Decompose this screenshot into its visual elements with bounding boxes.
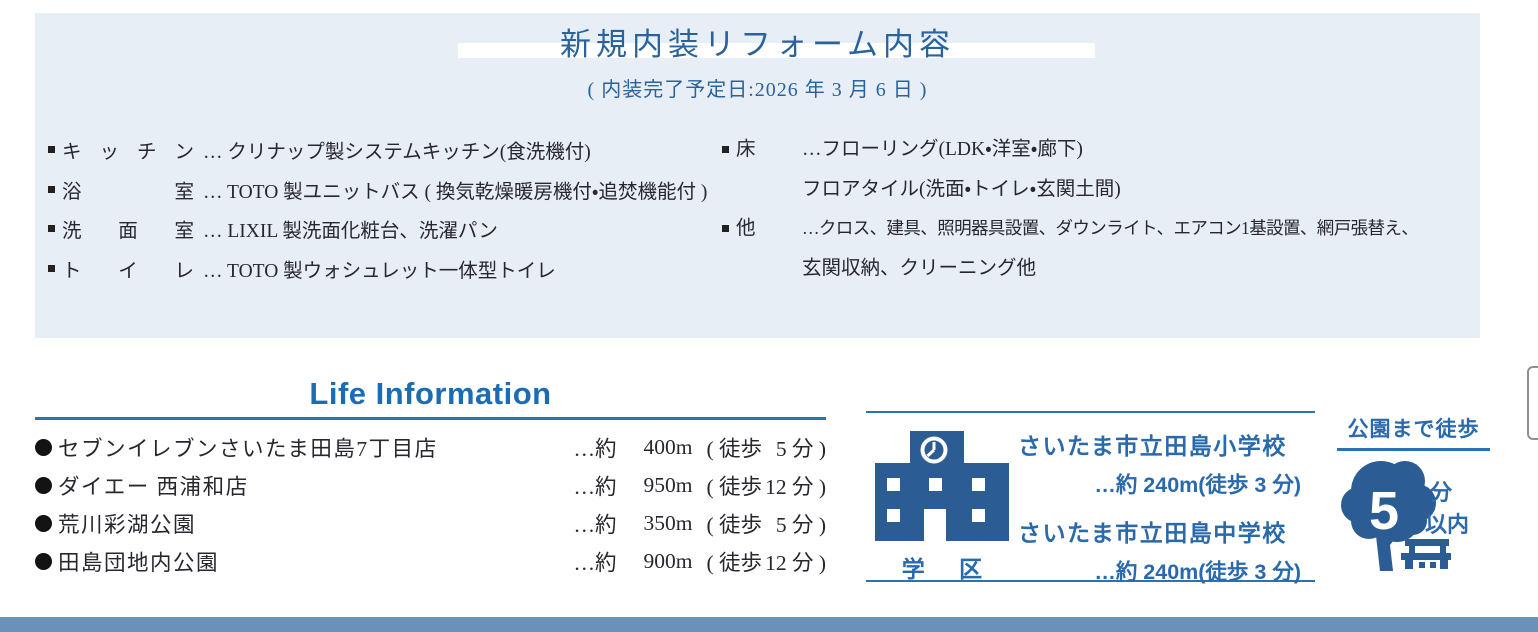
renovation-subtitle: ( 内装完了予定日:2026 年 3 月 6 日 ): [587, 79, 928, 101]
place-name: ダイエー 西浦和店: [58, 474, 249, 499]
school-distance: …約 240m(徒歩 3 分): [1094, 560, 1301, 584]
school-icon: [875, 431, 1009, 541]
bottom-accent-bar: [0, 617, 1538, 632]
school-district-icon-block: 学 区: [866, 413, 1018, 582]
life-information-title: Life Information: [35, 375, 826, 420]
walk-minutes: 12 分 ): [765, 474, 826, 499]
school-name: さいたま市立田島小学校: [1018, 433, 1287, 459]
square-bullet-icon: [722, 146, 729, 153]
circle-bullet-icon: [35, 552, 52, 570]
school-entry: さいたま市立田島小学校 …約 240m(徒歩 3 分): [1018, 427, 1315, 499]
life-information-section: Life Information セブンイレブンさいたま田島7丁目店 …約 40…: [35, 375, 826, 580]
walk-label: ( 徒歩: [706, 550, 762, 575]
renovation-item-desc-line: フロアタイル(洗面・トイレ・玄関土間): [802, 178, 1121, 200]
walk-label: ( 徒歩: [706, 512, 762, 537]
distance-value: 350m: [643, 510, 693, 535]
distance-approx-label: …約: [573, 512, 617, 537]
school-district-section: 学 区 さいたま市立田島小学校 …約 240m(徒歩 3 分) さいたま市立田島…: [866, 411, 1315, 584]
walk-minutes: 5 分 ): [775, 512, 826, 537]
distance-value: 950m: [643, 472, 693, 497]
life-information-item: 田島団地内公園 …約 900m ( 徒歩 12 分 ): [35, 542, 826, 580]
walk-label: ( 徒歩: [706, 436, 762, 461]
circle-bullet-icon: [35, 476, 52, 494]
renovation-item-label: 床: [736, 139, 756, 160]
place-name: セブンイレブンさいたま田島7丁目店: [58, 436, 438, 461]
renovation-item-desc: … TOTO 製ユニットバス ( 換気乾燥暖房機付・追焚機能付 ): [203, 181, 708, 203]
distance-value: 900m: [643, 548, 693, 573]
school-list: さいたま市立田島小学校 …約 240m(徒歩 3 分) さいたま市立田島中学校 …: [1018, 413, 1315, 584]
renovation-title: 新規内装リフォーム内容: [559, 27, 956, 62]
life-information-list: セブンイレブンさいたま田島7丁目店 …約 400m ( 徒歩 5 分 ) ダイエ…: [35, 428, 826, 580]
park-walk-visual: 5 分 以内: [1337, 451, 1490, 581]
walk-minutes: 12 分 ): [765, 550, 826, 575]
renovation-item-desc: … LIXIL 製洗面化粧台、洗濯パン: [203, 221, 498, 243]
cropped-box-right-edge: [1527, 366, 1538, 440]
place-name: 田島団地内公園: [58, 550, 220, 575]
renovation-item-other: 他 …クロス、建具、照明器具設置、ダウンライト、エアコン1基設置、網戸張替え、 …: [722, 209, 1497, 288]
park-walk-header: 公園まで徒歩: [1337, 413, 1490, 451]
square-bullet-icon: [722, 225, 729, 232]
renovation-item-label: 浴室: [62, 181, 194, 203]
renovation-item-label: キッチン: [62, 142, 194, 164]
renovation-list-right: 床 …フローリング(LDK・洋室・廊下) フロアタイル(洗面・トイレ・玄関土間)…: [722, 130, 1497, 288]
circle-bullet-icon: [35, 438, 52, 456]
renovation-item-floor: 床 …フローリング(LDK・洋室・廊下) フロアタイル(洗面・トイレ・玄関土間): [722, 130, 1497, 209]
renovation-item-label: 他: [736, 218, 756, 239]
life-information-item: セブンイレブンさいたま田島7丁目店 …約 400m ( 徒歩 5 分 ): [35, 428, 826, 466]
renovation-item-label: トイレ: [62, 260, 194, 282]
renovation-item: 洗面室 … LIXIL 製洗面化粧台、洗濯パン: [48, 209, 738, 249]
life-information-item: 荒川彩湖公園 …約 350m ( 徒歩 5 分 ): [35, 504, 826, 542]
renovation-list-left: キッチン … クリナップ製システムキッチン(食洗機付) 浴室 … TOTO 製ユ…: [48, 130, 738, 288]
title-highlight-band: [458, 43, 1095, 58]
renovation-item-desc: … クリナップ製システムキッチン(食洗機付): [203, 142, 591, 164]
school-distance: …約 240m(徒歩 3 分): [1094, 473, 1301, 497]
distance-approx-label: …約: [573, 436, 617, 461]
renovation-item: キッチン … クリナップ製システムキッチン(食洗機付): [48, 130, 738, 170]
park-within-label: 以内: [1425, 512, 1470, 537]
park-minutes-unit: 分: [1430, 480, 1453, 505]
square-bullet-icon: [48, 225, 55, 233]
distance-value: 400m: [643, 434, 693, 459]
renovation-section: 新規内装リフォーム内容 ( 内装完了予定日:2026 年 3 月 6 日 ) キ…: [35, 13, 1480, 338]
school-entry: さいたま市立田島中学校 …約 240m(徒歩 3 分): [1018, 514, 1315, 586]
park-icon: 5: [1341, 461, 1451, 571]
renovation-item-label: 洗面室: [62, 221, 194, 243]
renovation-item-desc-line: …クロス、建具、照明器具設置、ダウンライト、エアコン1基設置、網戸張替え、: [802, 218, 1419, 238]
renovation-item-desc: … TOTO 製ウォシュレット一体型トイレ: [203, 260, 556, 282]
life-information-item: ダイエー 西浦和店 …約 950m ( 徒歩 12 分 ): [35, 466, 826, 504]
park-walk-section: 公園まで徒歩 5: [1337, 413, 1490, 581]
school-district-label: 学 区: [901, 556, 997, 582]
tree-icon: [1341, 461, 1436, 571]
circle-bullet-icon: [35, 514, 52, 532]
school-name: さいたま市立田島中学校: [1018, 520, 1287, 546]
bench-icon: [1401, 539, 1451, 569]
walk-label: ( 徒歩: [706, 474, 762, 499]
park-minutes: 5: [1369, 481, 1399, 541]
renovation-item-desc-line: …フローリング(LDK・洋室・廊下): [802, 139, 1083, 160]
renovation-item: トイレ … TOTO 製ウォシュレット一体型トイレ: [48, 249, 738, 289]
walk-minutes: 5 分 ): [775, 436, 826, 461]
square-bullet-icon: [48, 185, 55, 193]
place-name: 荒川彩湖公園: [58, 512, 197, 537]
distance-approx-label: …約: [573, 550, 617, 575]
square-bullet-icon: [48, 146, 55, 154]
distance-approx-label: …約: [573, 474, 617, 499]
square-bullet-icon: [48, 264, 55, 272]
renovation-item-desc-line: 玄関収納、クリーニング他: [802, 257, 1037, 279]
renovation-item: 浴室 … TOTO 製ユニットバス ( 換気乾燥暖房機付・追焚機能付 ): [48, 170, 738, 210]
